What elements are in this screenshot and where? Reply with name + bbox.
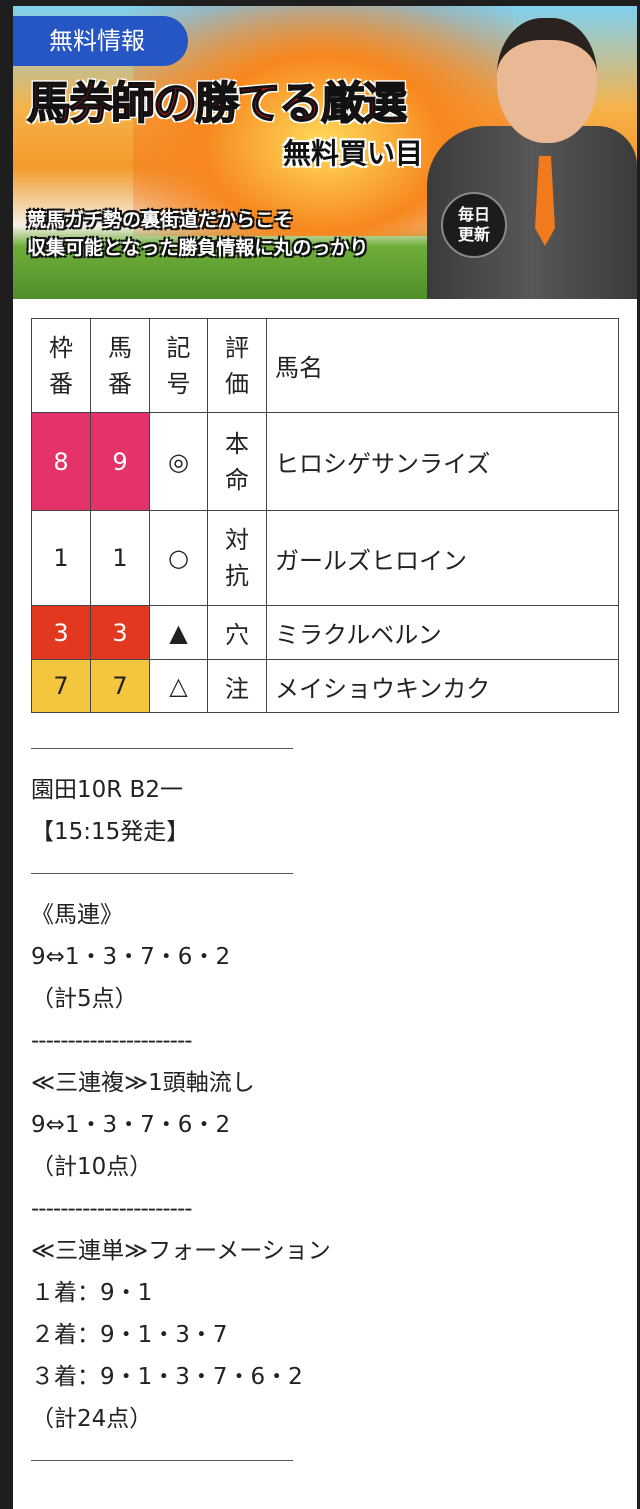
umaban-cell: 9 [90, 412, 150, 511]
waku-cell: 8 [31, 412, 91, 511]
waku-cell: 1 [31, 510, 91, 606]
mark-cell: ▲ [149, 605, 208, 660]
waku-cell: 7 [31, 659, 91, 713]
umaban-cell: 7 [90, 659, 150, 713]
table-row: 3 3 ▲ 穴 ミラクルベルン [31, 605, 619, 660]
free-info-badge: 無料情報 [13, 16, 188, 66]
horse-name-cell: ヒロシゲサンライズ [266, 412, 619, 511]
bet-line: ２着：9・1・3・7 [31, 1322, 228, 1348]
header-waku: 枠番 [31, 318, 91, 413]
bet-line: 9⇔1・3・7・6・2 [31, 944, 231, 970]
umaban-cell: 3 [90, 605, 150, 660]
bet-details: 園田10R B2一 【15:15発走】 《馬連》 9⇔1・3・7・6・2 （計5… [31, 728, 331, 1481]
table-header: 枠番 馬番 記号 評価 馬名 [31, 318, 619, 413]
prediction-table: 枠番 馬番 記号 評価 馬名 8 9 ◎ 本命 ヒロシゲサンライズ 1 1 ○ … [31, 318, 619, 713]
banner-title-sub: 無料買い目 [282, 137, 423, 170]
horse-name-cell: ミラクルベルン [266, 605, 619, 660]
table-row: 1 1 ○ 対抗 ガールズヒロイン [31, 510, 619, 606]
banner-title: 馬券師の勝てる厳選 [26, 77, 408, 130]
banner-tagline: 競馬ガチ勢の裏街道だからこそ 収集可能となった勝負情報に丸のっかり [27, 209, 369, 259]
man-photo [427, 6, 637, 299]
umaban-cell: 1 [90, 510, 150, 606]
bet-total: （計24点） [31, 1406, 153, 1432]
waku-cell: 3 [31, 605, 91, 660]
divider [31, 873, 293, 874]
header-eval: 評価 [207, 318, 267, 413]
bet-type: ≪三連単≫フォーメーション [31, 1238, 331, 1264]
header-umaban: 馬番 [90, 318, 150, 413]
bet-line: １着：9・1 [31, 1280, 153, 1306]
bet-total: （計10点） [31, 1154, 153, 1180]
header-horse-name: 馬名 [266, 318, 619, 413]
banner-image: 無料情報 馬券師の勝てる厳選 無料買い目 競馬ガチ勢の裏街道だからこそ 収集可能と… [13, 6, 637, 299]
separator: ---------------------- [31, 1028, 193, 1054]
table-row: 8 9 ◎ 本命 ヒロシゲサンライズ [31, 412, 619, 511]
eval-cell: 対抗 [207, 510, 267, 606]
race-name: 園田10R B2一 [31, 777, 183, 803]
page: 無料情報 馬券師の勝てる厳選 無料買い目 競馬ガチ勢の裏街道だからこそ 収集可能と… [13, 6, 637, 1509]
eval-cell: 本命 [207, 412, 267, 511]
daily-update-badge: 毎日 更新 [441, 192, 507, 258]
eval-cell: 注 [207, 659, 267, 713]
bet-line: ３着：9・1・3・7・6・2 [31, 1364, 303, 1390]
divider [31, 1460, 293, 1461]
horse-name-cell: メイショウキンカク [266, 659, 619, 713]
separator: ---------------------- [31, 1196, 193, 1222]
race-start: 【15:15発走】 [31, 819, 190, 845]
bet-type: ≪三連複≫1頭軸流し [31, 1070, 255, 1096]
divider [31, 748, 293, 749]
bet-total: （計5点） [31, 986, 138, 1012]
mark-cell: ◎ [149, 412, 208, 511]
eval-cell: 穴 [207, 605, 267, 660]
mark-cell: ○ [149, 510, 208, 606]
header-mark: 記号 [149, 318, 208, 413]
mark-cell: △ [149, 659, 208, 713]
bet-line: 9⇔1・3・7・6・2 [31, 1112, 231, 1138]
table-row: 7 7 △ 注 メイショウキンカク [31, 659, 619, 713]
horse-name-cell: ガールズヒロイン [266, 510, 619, 606]
bet-type: 《馬連》 [31, 902, 123, 928]
